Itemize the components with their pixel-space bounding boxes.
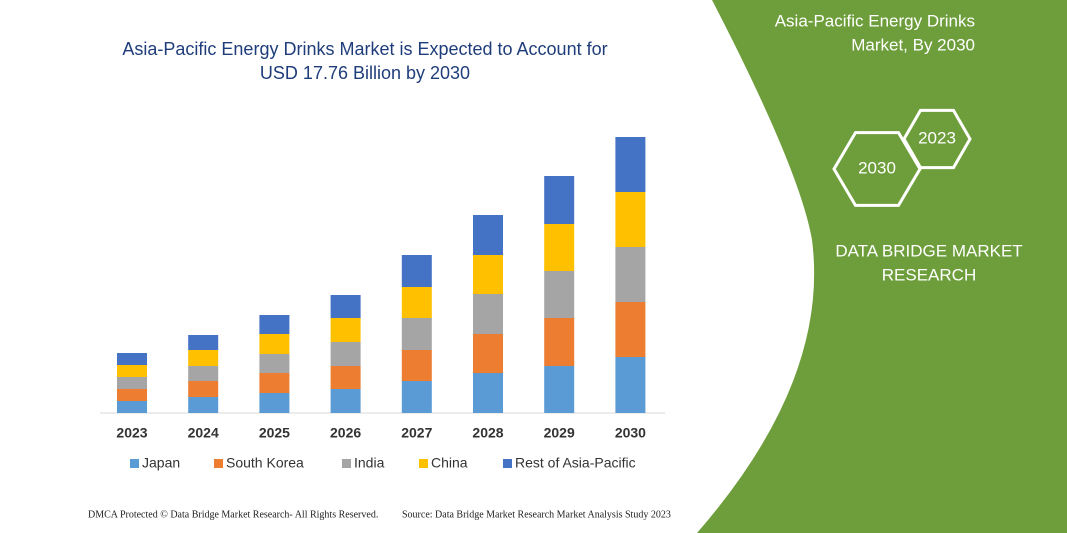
x-tick-label: 2030 <box>615 425 646 441</box>
bar-segment <box>401 255 432 287</box>
bar-segment <box>259 334 290 354</box>
legend-label: China <box>431 455 468 471</box>
bar-segment <box>473 255 503 294</box>
legend-label: South Korea <box>226 455 304 471</box>
bar-segment <box>473 294 503 334</box>
bar-segment <box>401 350 432 381</box>
bar-segment <box>473 373 503 413</box>
hex-label: 2023 <box>918 128 956 147</box>
hexagon <box>832 131 922 207</box>
x-tick-label: 2023 <box>116 425 147 441</box>
legend-swatch <box>130 459 139 468</box>
x-tick-label: 2025 <box>259 425 290 441</box>
bar-segment <box>188 381 219 397</box>
bar-segment <box>259 373 290 393</box>
bar-segment <box>117 353 147 365</box>
bar-segment <box>544 224 575 271</box>
bar-segment <box>401 287 432 318</box>
bar-segment <box>188 397 219 413</box>
bar-segment <box>615 302 646 357</box>
legend-swatch <box>342 459 351 468</box>
footer-right: Source: Data Bridge Market Research Mark… <box>402 509 671 520</box>
bar-segment <box>544 176 575 224</box>
bar-segment <box>259 315 290 334</box>
bar-segment <box>117 377 147 389</box>
panel-title: Market, By 2030 <box>851 35 975 54</box>
hex-label: 2030 <box>858 158 896 177</box>
bar-segment <box>117 389 147 401</box>
bar-segment <box>330 366 361 389</box>
bar-segment <box>330 342 361 366</box>
bar-segment <box>188 335 219 350</box>
bar-segment <box>401 381 432 413</box>
bar-segment <box>330 295 361 318</box>
x-tick-label: 2024 <box>188 425 219 441</box>
bar-segment <box>330 389 361 413</box>
bar-segment <box>615 247 646 302</box>
legend-label: India <box>354 455 385 471</box>
bar-segment <box>117 401 147 413</box>
bar-segment <box>615 137 646 192</box>
brand-text: DATA BRIDGE MARKET <box>835 241 1022 260</box>
bar-segment <box>473 215 503 255</box>
x-tick-label: 2027 <box>401 425 432 441</box>
x-tick-label: 2028 <box>472 425 503 441</box>
bar-segment <box>615 357 646 413</box>
bar-segment <box>259 354 290 373</box>
bar-segment <box>544 366 575 413</box>
bar-segment <box>544 318 575 366</box>
x-tick-label: 2029 <box>544 425 575 441</box>
bar-segment <box>188 366 219 381</box>
panel-title: Asia-Pacific Energy Drinks <box>775 11 975 30</box>
bar-segment <box>544 271 575 318</box>
chart-title: Asia-Pacific Energy Drinks Market is Exp… <box>122 39 607 83</box>
bar-segment <box>259 393 290 413</box>
legend-swatch <box>214 459 223 468</box>
side-panel <box>697 0 1067 533</box>
legend-label: Japan <box>142 455 180 471</box>
legend-swatch <box>419 459 428 468</box>
footer-left: DMCA Protected © Data Bridge Market Rese… <box>88 509 378 520</box>
brand-text: RESEARCH <box>882 265 976 284</box>
legend-label: Rest of Asia-Pacific <box>515 455 636 471</box>
x-tick-label: 2026 <box>330 425 361 441</box>
bar-segment <box>615 192 646 247</box>
bar-segment <box>117 365 147 377</box>
bar-segment <box>473 334 503 373</box>
bar-segment <box>330 318 361 342</box>
bar-segment <box>188 350 219 366</box>
legend-swatch <box>503 459 512 468</box>
bar-segment <box>401 318 432 350</box>
